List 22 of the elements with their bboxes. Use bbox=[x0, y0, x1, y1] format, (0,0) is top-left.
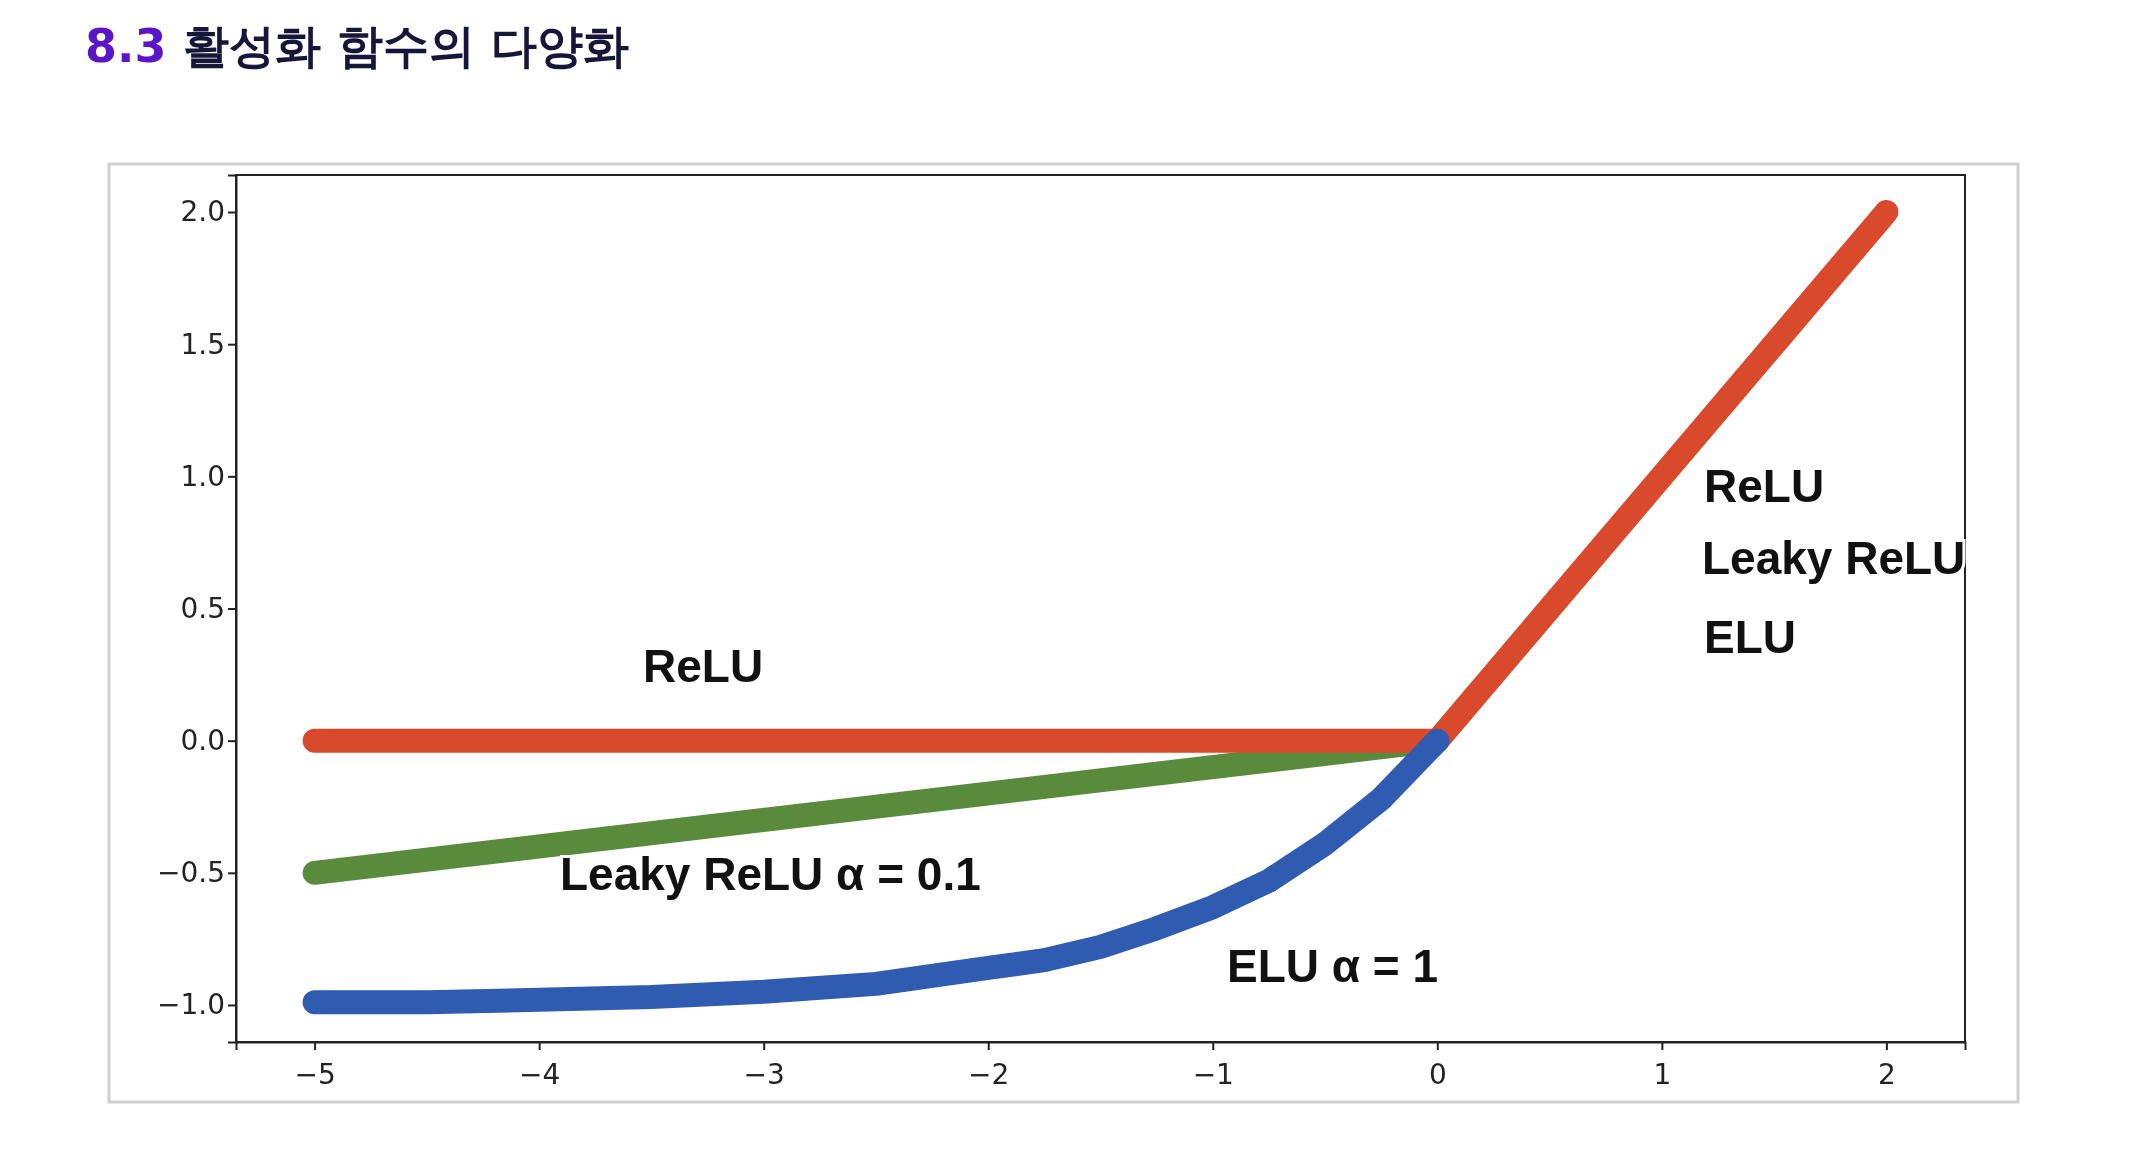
y-tick-label: 0.0 bbox=[180, 724, 225, 758]
annotation: ELU α = 1 bbox=[1227, 940, 1439, 993]
x-tick-label: 1 bbox=[1653, 1057, 1672, 1091]
chart-title: 8.3 활성화 함수의 다양화 bbox=[85, 19, 629, 73]
annotation: ReLU bbox=[643, 640, 764, 693]
x-tick-label: −2 bbox=[968, 1057, 1010, 1091]
annotation: Leaky ReLU α = 0.1 bbox=[560, 848, 981, 901]
x-tick-label: 0 bbox=[1428, 1057, 1447, 1091]
y-tick-label: 1.5 bbox=[180, 327, 225, 361]
y-tick-label: −0.5 bbox=[157, 856, 225, 890]
x-tick-label: −3 bbox=[743, 1057, 785, 1091]
y-tick-label: −1.0 bbox=[157, 988, 225, 1022]
annotation: ReLU bbox=[1704, 460, 1825, 513]
x-tick-label: 2 bbox=[1877, 1057, 1896, 1091]
annotation: ELU bbox=[1704, 611, 1796, 664]
y-tick-label: 0.5 bbox=[180, 591, 225, 625]
x-tick-label: −5 bbox=[294, 1057, 336, 1091]
annotation: Leaky ReLU bbox=[1702, 532, 1966, 585]
y-tick-label: 2.0 bbox=[180, 195, 225, 229]
x-tick-label: −1 bbox=[1192, 1057, 1234, 1091]
y-tick-label: 1.0 bbox=[180, 459, 225, 493]
x-tick-label: −4 bbox=[519, 1057, 561, 1091]
